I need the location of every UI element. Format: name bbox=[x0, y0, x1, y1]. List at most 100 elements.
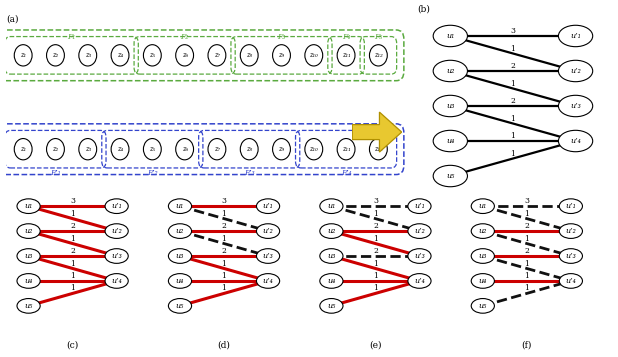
Text: u₁: u₁ bbox=[327, 202, 336, 210]
Text: u₅: u₅ bbox=[24, 302, 33, 310]
Text: z₉: z₉ bbox=[279, 51, 284, 59]
Circle shape bbox=[559, 224, 583, 238]
Circle shape bbox=[17, 224, 40, 238]
Text: z₁₁: z₁₁ bbox=[342, 51, 350, 59]
Text: z₅: z₅ bbox=[150, 145, 155, 153]
Circle shape bbox=[433, 130, 467, 152]
Circle shape bbox=[559, 130, 593, 152]
Circle shape bbox=[256, 199, 279, 213]
Text: 1: 1 bbox=[525, 235, 529, 243]
Text: u’₄: u’₄ bbox=[570, 137, 581, 145]
Text: u₁: u₁ bbox=[24, 202, 33, 210]
Text: z₇: z₇ bbox=[214, 145, 220, 153]
Text: u’₄: u’₄ bbox=[111, 277, 122, 285]
Circle shape bbox=[168, 224, 192, 238]
Circle shape bbox=[408, 273, 431, 288]
Circle shape bbox=[168, 273, 192, 288]
Text: u’₄: u’₄ bbox=[565, 277, 577, 285]
Circle shape bbox=[46, 139, 64, 160]
Circle shape bbox=[320, 298, 343, 313]
Circle shape bbox=[559, 25, 593, 47]
Text: F’₄: F’₄ bbox=[341, 169, 352, 177]
Text: 3: 3 bbox=[221, 197, 227, 205]
Text: u₂: u₂ bbox=[478, 227, 487, 235]
Circle shape bbox=[408, 224, 431, 238]
Circle shape bbox=[370, 45, 387, 66]
Circle shape bbox=[168, 199, 192, 213]
Text: z₈: z₈ bbox=[246, 51, 252, 59]
Text: (e): (e) bbox=[369, 341, 382, 350]
Text: u’₃: u’₃ bbox=[414, 252, 425, 260]
Text: z₃: z₃ bbox=[85, 51, 91, 59]
Text: u₅: u₅ bbox=[327, 302, 336, 310]
Circle shape bbox=[105, 199, 129, 213]
Text: 1: 1 bbox=[373, 272, 378, 280]
Text: 3: 3 bbox=[70, 197, 75, 205]
Text: 2: 2 bbox=[525, 247, 529, 255]
Circle shape bbox=[305, 45, 323, 66]
Text: 1: 1 bbox=[70, 235, 75, 243]
Text: F₁: F₁ bbox=[67, 32, 76, 41]
Text: 1: 1 bbox=[373, 235, 378, 243]
Circle shape bbox=[408, 249, 431, 263]
Text: u₅: u₅ bbox=[478, 302, 487, 310]
Text: (b): (b) bbox=[417, 4, 430, 13]
Text: 2: 2 bbox=[70, 247, 75, 255]
Circle shape bbox=[337, 139, 355, 160]
Text: 3: 3 bbox=[510, 27, 515, 35]
Text: u’₁: u’₁ bbox=[565, 202, 577, 210]
Text: u’₂: u’₂ bbox=[414, 227, 425, 235]
Text: F₅: F₅ bbox=[375, 32, 383, 41]
Text: 2: 2 bbox=[222, 247, 226, 255]
Text: 1: 1 bbox=[510, 150, 515, 158]
Text: z₁₂: z₁₂ bbox=[374, 145, 383, 153]
Text: (f): (f) bbox=[522, 341, 532, 350]
Circle shape bbox=[17, 298, 40, 313]
Text: 2: 2 bbox=[222, 222, 226, 230]
Text: u’₂: u’₂ bbox=[565, 227, 577, 235]
Text: 2: 2 bbox=[510, 62, 515, 70]
Text: u’₄: u’₄ bbox=[263, 277, 274, 285]
Circle shape bbox=[273, 139, 290, 160]
Text: 1: 1 bbox=[222, 235, 226, 243]
Circle shape bbox=[240, 45, 258, 66]
Circle shape bbox=[17, 249, 40, 263]
Circle shape bbox=[433, 25, 467, 47]
Text: F’₃: F’₃ bbox=[244, 169, 255, 177]
Text: u₄: u₄ bbox=[327, 277, 336, 285]
Circle shape bbox=[471, 199, 494, 213]
Text: u’₃: u’₃ bbox=[570, 102, 581, 110]
Text: u₂: u₂ bbox=[446, 67, 454, 75]
Text: 1: 1 bbox=[222, 210, 226, 218]
Text: u’₄: u’₄ bbox=[414, 277, 425, 285]
Circle shape bbox=[471, 224, 494, 238]
Text: 2: 2 bbox=[373, 247, 378, 255]
Text: z₆: z₆ bbox=[182, 51, 188, 59]
Circle shape bbox=[111, 139, 129, 160]
Text: F₂: F₂ bbox=[180, 32, 188, 41]
Circle shape bbox=[559, 249, 583, 263]
Text: 1: 1 bbox=[373, 285, 378, 292]
Circle shape bbox=[256, 249, 279, 263]
Text: (a): (a) bbox=[6, 15, 19, 24]
Text: u₃: u₃ bbox=[176, 252, 184, 260]
Circle shape bbox=[208, 139, 226, 160]
Text: F’₁: F’₁ bbox=[50, 169, 61, 177]
Circle shape bbox=[320, 273, 343, 288]
Circle shape bbox=[240, 139, 258, 160]
Text: z₁₁: z₁₁ bbox=[342, 145, 350, 153]
Circle shape bbox=[143, 139, 161, 160]
Text: 1: 1 bbox=[510, 115, 515, 122]
Text: 1: 1 bbox=[70, 210, 75, 218]
Text: z₉: z₉ bbox=[279, 145, 284, 153]
Circle shape bbox=[17, 199, 40, 213]
Text: F’₂: F’₂ bbox=[147, 169, 158, 177]
Circle shape bbox=[17, 273, 40, 288]
Text: z₁: z₁ bbox=[20, 51, 26, 59]
Text: u₅: u₅ bbox=[176, 302, 184, 310]
Text: u’₃: u’₃ bbox=[565, 252, 577, 260]
Circle shape bbox=[208, 45, 226, 66]
Text: 2: 2 bbox=[525, 222, 529, 230]
Text: u₂: u₂ bbox=[176, 227, 184, 235]
Text: z₁₂: z₁₂ bbox=[374, 51, 383, 59]
